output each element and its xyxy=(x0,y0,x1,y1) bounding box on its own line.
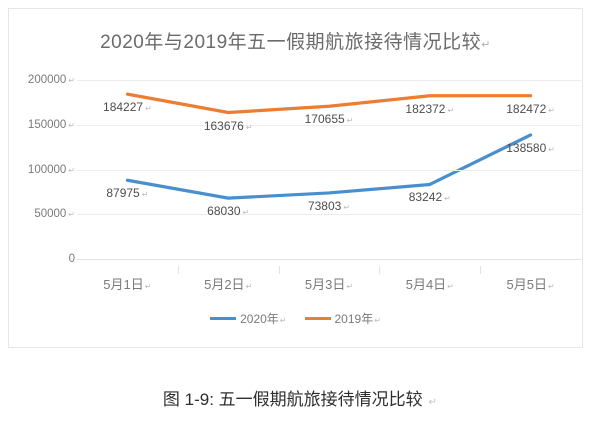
x-axis-separator xyxy=(278,266,280,274)
tick-mark: ↵ xyxy=(68,76,75,85)
tick-mark: ↵ xyxy=(68,120,75,130)
x-axis-tick-label: 5月4日↵ xyxy=(406,274,454,293)
y-axis-tick-label: 150000 ↵ xyxy=(9,119,75,131)
x-axis-tick-label: 5月2日↵ xyxy=(204,274,252,293)
x-axis-separator xyxy=(480,266,482,274)
label-mark: ↵ xyxy=(279,316,287,325)
data-label: 184227 ↵ xyxy=(103,100,152,114)
x-axis-tick-value: 5月1日 xyxy=(103,277,144,292)
label-mark: ↵ xyxy=(374,316,381,325)
legend-label: 2019年↵ xyxy=(334,312,381,326)
data-label-value: 83242 xyxy=(408,190,443,205)
data-label: 83242 ↵ xyxy=(409,190,451,204)
series-lines xyxy=(125,92,533,200)
data-label-value: 184227 xyxy=(103,100,144,115)
label-mark: ↵ xyxy=(141,190,149,200)
legend-label: 2020年↵ xyxy=(240,312,287,326)
y-axis-tick-value: 200000 xyxy=(27,74,67,86)
y-axis-tick-value: 0 xyxy=(68,253,75,265)
x-axis-separator xyxy=(177,266,179,274)
legend-line-swatch xyxy=(210,317,237,320)
tick-mark: ↵ xyxy=(68,210,75,220)
chart-title-mark: ↵ xyxy=(481,39,491,51)
data-label-value: 138580 xyxy=(506,140,547,155)
legend-item[interactable]: 2019年↵ xyxy=(304,310,381,327)
y-axis-tick-label: 50000 ↵ xyxy=(9,208,75,220)
y-axis-ticks: 0 50000 ↵ 100000 ↵ 150000 ↵ 200000 ↵ xyxy=(9,74,75,265)
data-label: 182372 ↵ xyxy=(405,102,454,116)
legend-item[interactable]: 2020年↵ xyxy=(210,310,287,327)
gridline xyxy=(77,80,581,81)
gridline xyxy=(77,124,581,126)
tick-mark: ↵ xyxy=(447,282,454,291)
data-label: 73803 ↵ xyxy=(308,199,350,213)
label-mark: ↵ xyxy=(548,144,555,154)
tick-mark: ↵ xyxy=(68,165,75,175)
gridline xyxy=(77,169,581,171)
chart-legend: 2020年↵ 2019年↵ xyxy=(9,310,582,327)
plot-area: 87975 ↵ 68030 ↵ 73803 ↵ 83242 ↵ 138580 ↵ 184227 ↵ 16… xyxy=(77,80,581,260)
figure-caption-text: 图 1-9: 五一假期航旅接待情况比较 xyxy=(162,390,423,409)
legend-line-swatch xyxy=(304,317,331,320)
x-axis-tick-label: 5月3日↵ xyxy=(305,274,353,293)
tick-mark: ↵ xyxy=(144,282,152,291)
label-mark: ↵ xyxy=(548,105,555,115)
y-axis-tick-label: 0 xyxy=(9,253,75,265)
y-axis-tick-value: 150000 xyxy=(27,118,67,131)
data-label: 182472 ↵ xyxy=(506,102,555,116)
label-mark: ↵ xyxy=(444,194,451,204)
y-axis-tick-label: 200000 ↵ xyxy=(9,74,75,86)
x-axis-tick-value: 5月3日 xyxy=(304,277,346,292)
data-label-value: 73803 xyxy=(307,198,342,213)
x-axis-ticks: 5月1日↵ 5月2日↵ 5月3日↵ 5月4日↵ 5月5日↵ xyxy=(77,266,581,296)
data-label-value: 68030 xyxy=(207,204,241,219)
tick-mark: ↵ xyxy=(547,282,555,291)
data-label-value: 87975 xyxy=(106,186,140,201)
data-label-value: 170655 xyxy=(304,112,345,127)
x-axis-separator xyxy=(379,266,381,274)
series-line xyxy=(125,92,533,115)
x-axis-tick-label: 5月5日↵ xyxy=(507,274,555,293)
tick-mark: ↵ xyxy=(245,282,253,291)
data-label: 68030 ↵ xyxy=(207,204,249,218)
x-axis-tick-value: 5月5日 xyxy=(506,277,547,292)
figure-caption: 图 1-9: 五一假期航旅接待情况比较 ↵ xyxy=(0,385,600,410)
chart-panel: 2020年与2019年五一假期航旅接待情况比较↵ 0 50000 ↵ 100000 ↵ 1… xyxy=(8,8,583,348)
series-line xyxy=(125,133,533,200)
data-label: 163676 ↵ xyxy=(204,119,253,133)
chart-title-text: 2020年与2019年五一假期航旅接待情况比较 xyxy=(100,32,482,53)
data-label-value: 182472 xyxy=(506,101,547,116)
label-mark: ↵ xyxy=(343,202,351,212)
x-axis-tick-value: 5月4日 xyxy=(405,277,447,292)
y-axis-tick-label: 100000 ↵ xyxy=(9,164,75,176)
x-axis-tick-label: 5月1日↵ xyxy=(103,274,151,293)
data-label-value: 182372 xyxy=(405,101,446,116)
label-mark: ↵ xyxy=(245,122,253,132)
chart-title: 2020年与2019年五一假期航旅接待情况比较↵ xyxy=(9,27,582,54)
data-label-value: 163676 xyxy=(203,118,244,133)
label-mark: ↵ xyxy=(242,208,250,218)
figure-caption-mark: ↵ xyxy=(428,397,438,408)
tick-mark: ↵ xyxy=(346,282,354,291)
x-axis-tick-value: 5月2日 xyxy=(204,277,245,292)
label-mark: ↵ xyxy=(145,104,152,114)
y-axis-tick-value: 100000 xyxy=(27,163,67,176)
data-label: 87975 ↵ xyxy=(106,186,148,200)
data-label: 170655 ↵ xyxy=(305,112,354,126)
gridline xyxy=(77,214,581,216)
x-axis-line xyxy=(77,259,581,260)
y-axis-tick-value: 50000 xyxy=(34,208,67,221)
label-mark: ↵ xyxy=(447,105,455,115)
label-mark: ↵ xyxy=(346,116,354,126)
data-label: 138580 ↵ xyxy=(506,141,555,155)
